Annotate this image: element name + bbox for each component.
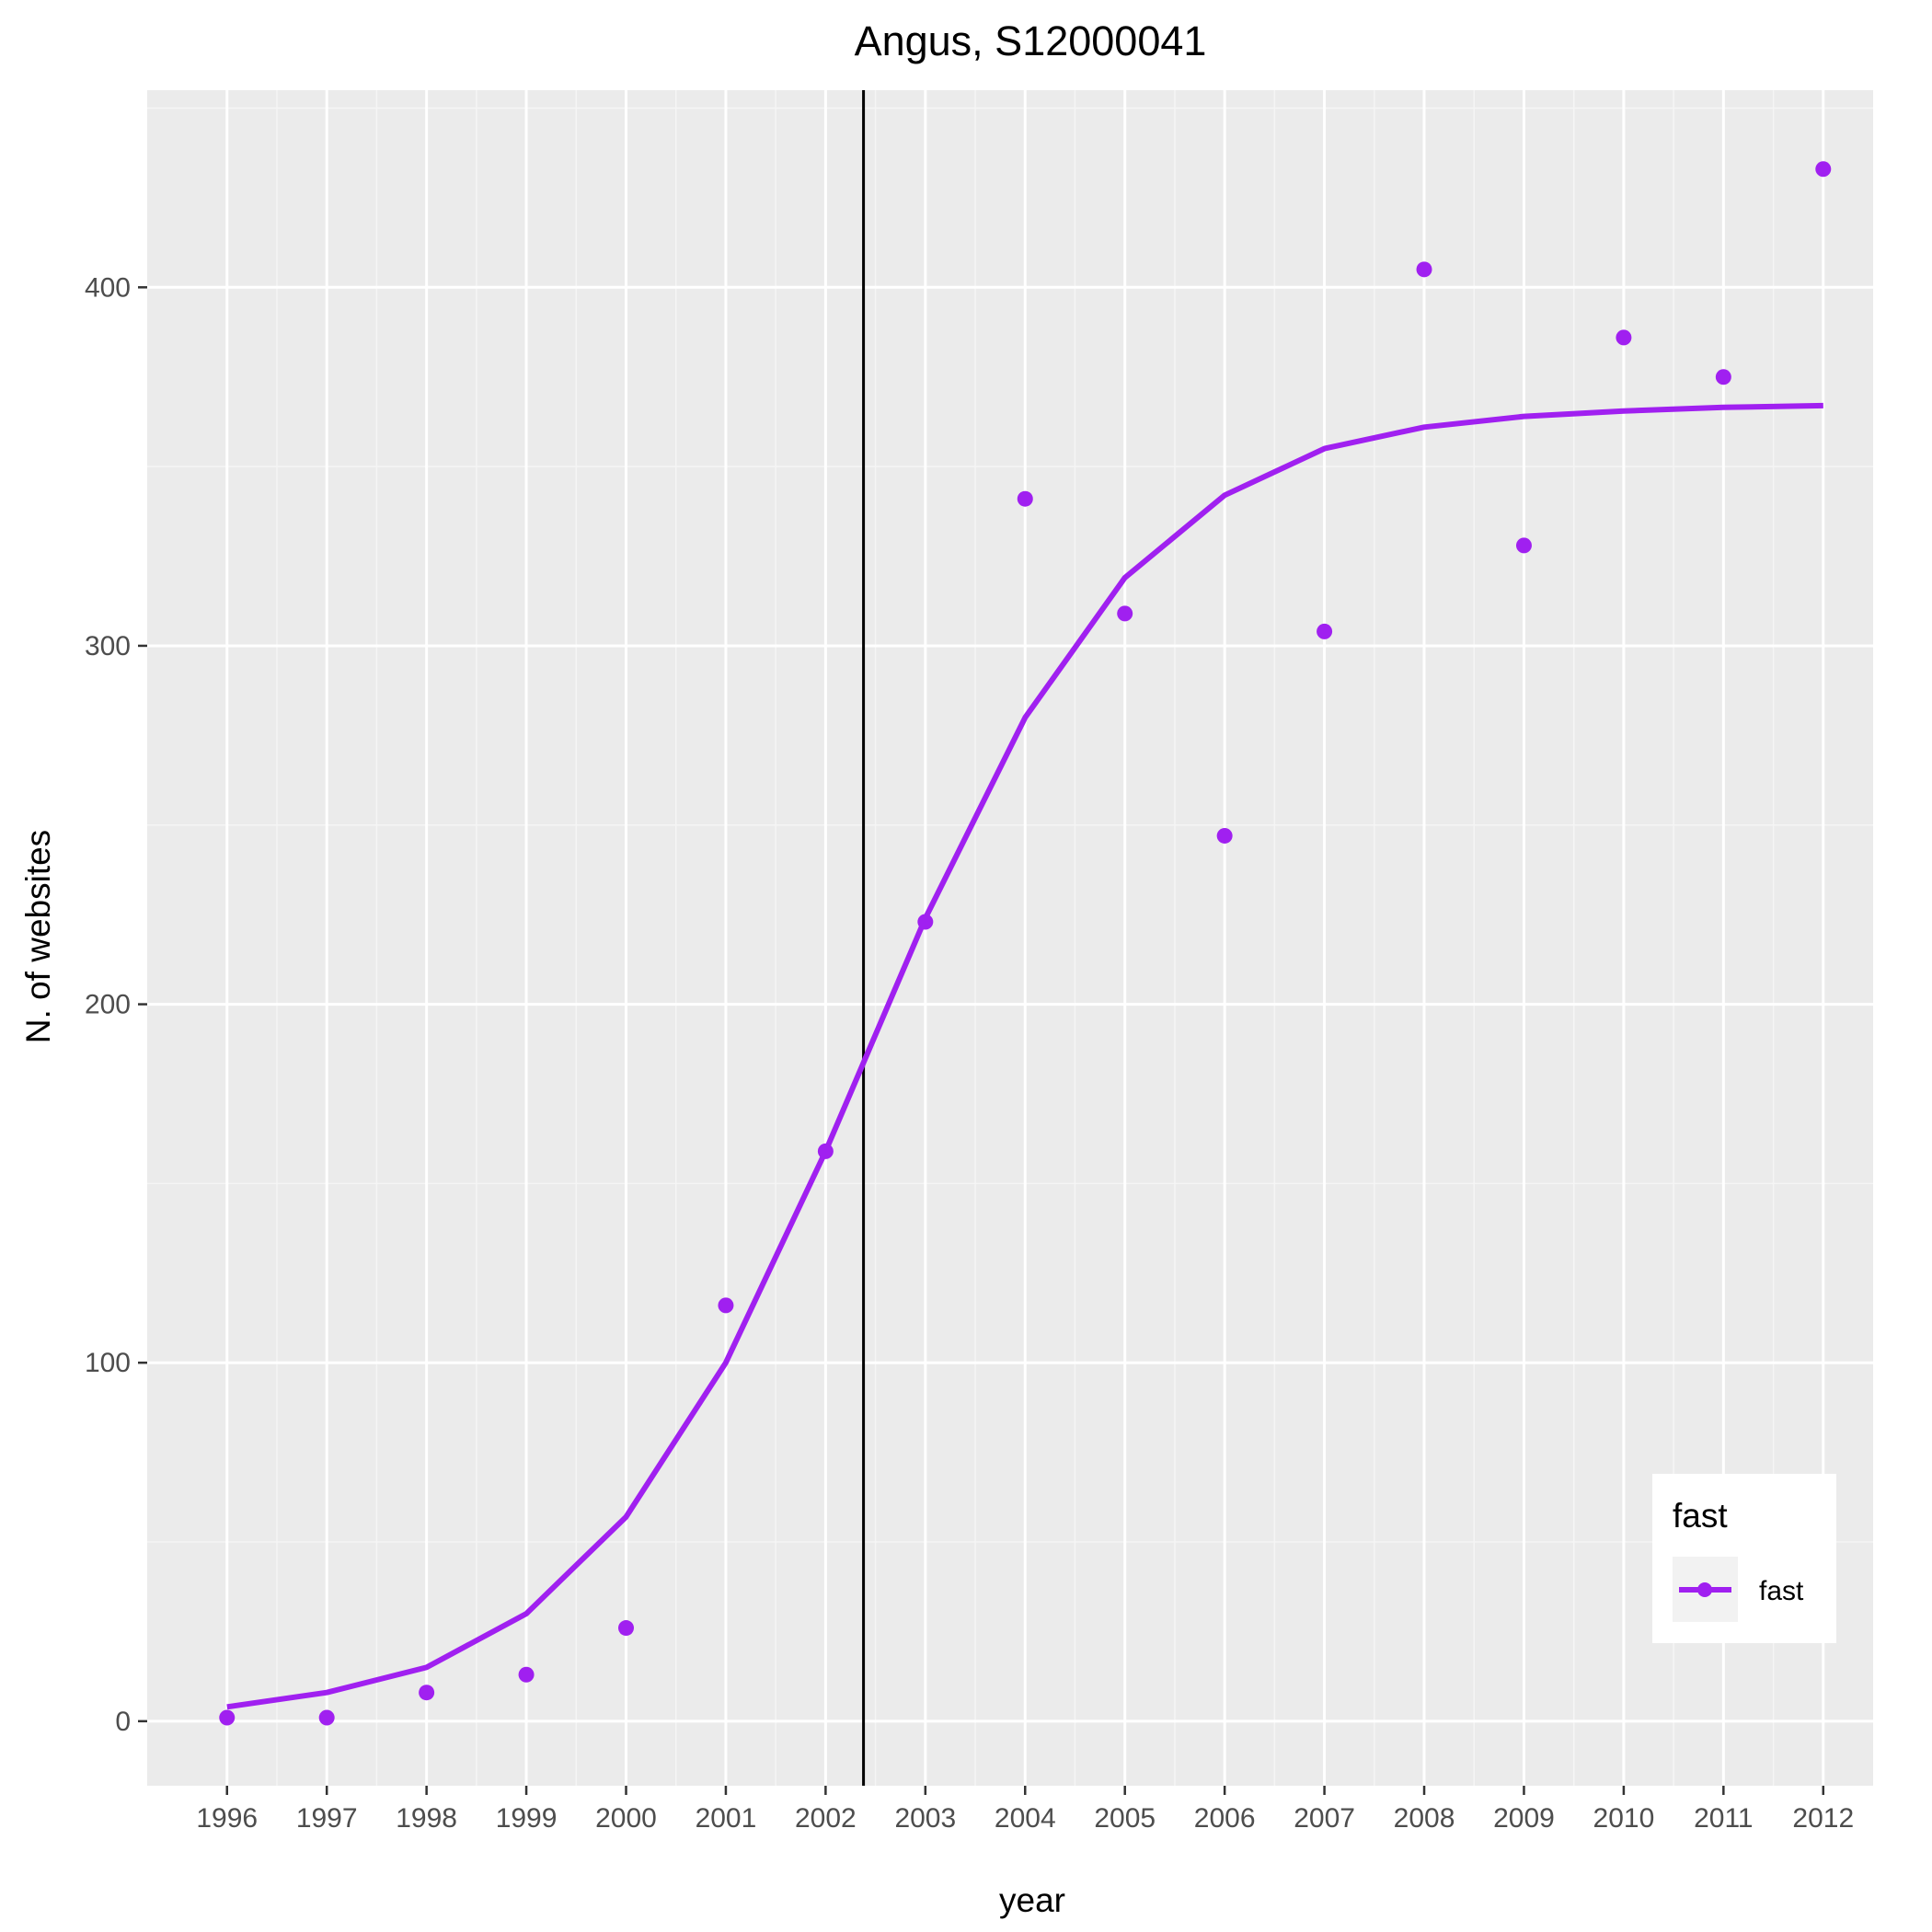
legend-key-point [1697, 1582, 1712, 1597]
y-tick-label: 200 [85, 990, 131, 1020]
x-tick-label: 2012 [1792, 1803, 1854, 1834]
legend-label-fast: fast [1759, 1576, 1804, 1606]
legend-title: fast [1673, 1497, 1728, 1535]
y-tick-label: 400 [85, 272, 131, 303]
data-point [1117, 605, 1133, 622]
series-line-fast [226, 402, 1823, 1710]
x-tick-label: 2003 [894, 1803, 956, 1834]
x-tick-label: 2006 [1194, 1803, 1256, 1834]
chart-title: Angus, S12000041 [855, 17, 1207, 64]
y-axis-ticks: 0 100 200 300 400 [85, 272, 147, 1737]
data-point [518, 1666, 535, 1683]
x-axis-ticks: 1996 1997 1998 1999 2000 2001 2002 2003 2004 2005… [196, 1786, 1854, 1834]
data-point [1216, 827, 1233, 844]
y-tick-label: 300 [85, 631, 131, 661]
y-tick-label: 100 [85, 1348, 131, 1378]
x-tick-label: 2005 [1094, 1803, 1156, 1834]
data-point [817, 1143, 834, 1159]
x-axis-title: year [999, 1881, 1065, 1919]
x-tick-label: 2004 [995, 1803, 1056, 1834]
grid-minor [147, 90, 1873, 1786]
data-point [1515, 537, 1532, 554]
y-tick-label: 0 [115, 1707, 131, 1737]
data-point [318, 1709, 335, 1726]
x-tick-label: 2002 [795, 1803, 857, 1834]
data-point [618, 1620, 635, 1637]
x-tick-label: 1998 [396, 1803, 457, 1834]
data-point [1715, 369, 1731, 385]
data-point [1616, 329, 1632, 346]
data-point [219, 1709, 236, 1726]
x-tick-label: 2009 [1493, 1803, 1555, 1834]
x-tick-label: 1996 [196, 1803, 258, 1834]
x-tick-label: 2008 [1394, 1803, 1455, 1834]
data-point [718, 1297, 734, 1314]
data-point [1317, 623, 1333, 639]
data-point [1416, 261, 1432, 278]
data-point [917, 914, 934, 930]
data-point [419, 1685, 435, 1701]
x-tick-label: 2001 [696, 1803, 757, 1834]
series-line-layer [226, 402, 1823, 1710]
series-points-layer [219, 161, 1832, 1726]
x-tick-label: 2000 [595, 1803, 657, 1834]
plot-panel [147, 90, 1873, 1786]
legend: fast fast [1652, 1474, 1836, 1643]
x-tick-label: 1999 [496, 1803, 558, 1834]
y-axis-title: N. of websites [19, 830, 57, 1043]
x-tick-label: 2010 [1593, 1803, 1655, 1834]
data-point [1017, 490, 1033, 507]
data-point [1815, 161, 1832, 178]
x-tick-label: 1997 [296, 1803, 358, 1834]
x-tick-label: 2007 [1294, 1803, 1355, 1834]
x-tick-label: 2011 [1694, 1803, 1754, 1834]
